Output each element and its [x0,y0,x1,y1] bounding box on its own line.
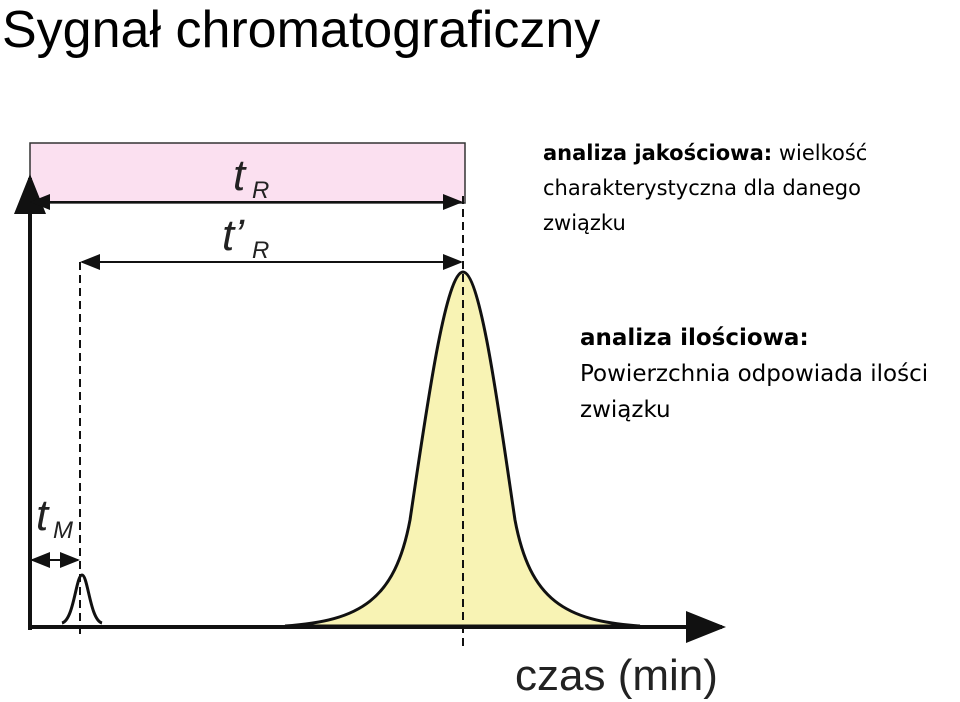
note-text: wielkość charakterystyczna dla danego zw… [543,141,868,235]
tm-sub: M [53,517,73,544]
note-text: Powierzchnia odpowiada ilości związku [580,361,929,423]
note-heading: analiza ilościowa: [580,325,809,351]
dead-peak [61,573,103,625]
tr-label: t [233,151,247,200]
tr-sub: R [252,177,269,204]
axis-label: czas (min) [515,651,718,700]
title: Sygnał chromatograficzny [2,1,601,59]
retention-box [29,142,466,204]
tpr-label: t’ [222,211,245,260]
note-heading: analiza jakościowa: [543,141,773,165]
quantity-note: analiza ilościowa: Powierzchnia odpowiada… [580,320,960,428]
tm-label: t [36,491,50,540]
quality-note: analiza jakościowa: wielkość charakterys… [543,136,933,241]
tpr-sub: R [252,237,269,264]
